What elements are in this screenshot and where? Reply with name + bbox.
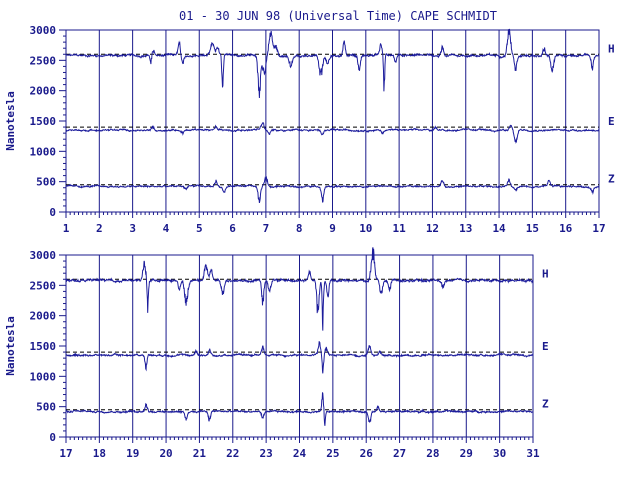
x-tick-label: 22 (226, 447, 239, 460)
x-tick-label: 18 (93, 447, 106, 460)
x-tick-label: 19 (126, 447, 139, 460)
x-tick-label: 4 (163, 222, 170, 235)
x-tick-label: 26 (360, 447, 374, 460)
y-tick-label: 1500 (30, 115, 57, 128)
x-tick-label: 3 (129, 222, 136, 235)
x-tick-label: 17 (59, 447, 72, 460)
series-label-h: H (542, 267, 549, 280)
y-tick-label: 3000 (30, 249, 57, 262)
x-tick-label: 21 (193, 447, 207, 460)
y-axis-label: Nanotesla (4, 91, 17, 151)
series-label-z: Z (608, 173, 615, 186)
trace-e (65, 122, 600, 144)
chart-title: 01 - 30 JUN 98 (Universal Time) CAPE SCH… (179, 9, 497, 23)
y-tick-label: 1500 (30, 340, 57, 353)
y-tick-label: 2500 (30, 279, 57, 292)
y-tick-label: 2500 (30, 54, 57, 67)
x-tick-label: 2 (96, 222, 103, 235)
x-tick-label: 29 (460, 447, 473, 460)
x-tick-label: 9 (329, 222, 336, 235)
y-tick-label: 1000 (30, 370, 57, 383)
x-tick-label: 11 (393, 222, 407, 235)
trace-h (65, 247, 534, 331)
trace-z (65, 392, 533, 426)
x-tick-label: 20 (159, 447, 172, 460)
x-tick-label: 23 (260, 447, 273, 460)
x-tick-label: 8 (296, 222, 303, 235)
y-tick-label: 2000 (30, 310, 57, 323)
y-tick-label: 500 (36, 176, 56, 189)
y-tick-label: 500 (36, 401, 56, 414)
x-tick-label: 25 (326, 447, 339, 460)
x-tick-label: 1 (63, 222, 70, 235)
x-tick-label: 5 (196, 222, 203, 235)
y-tick-label: 1000 (30, 145, 57, 158)
trace-e (65, 341, 534, 374)
y-tick-label: 2000 (30, 85, 57, 98)
y-tick-label: 0 (49, 431, 56, 444)
series-label-e: E (542, 340, 549, 353)
y-axis-label: Nanotesla (4, 316, 17, 376)
x-tick-label: 31 (526, 447, 540, 460)
x-tick-label: 12 (426, 222, 439, 235)
x-tick-label: 17 (592, 222, 605, 235)
y-tick-label: 3000 (30, 24, 57, 37)
series-label-z: Z (542, 398, 549, 411)
trace-h (65, 28, 600, 99)
x-tick-label: 6 (229, 222, 236, 235)
x-tick-label: 7 (263, 222, 270, 235)
x-tick-label: 30 (493, 447, 506, 460)
x-tick-label: 14 (492, 222, 506, 235)
x-tick-label: 10 (359, 222, 372, 235)
series-label-e: E (608, 115, 615, 128)
x-tick-label: 27 (393, 447, 406, 460)
y-tick-label: 0 (49, 206, 56, 219)
panel-bottom: 17 18 19 20 21 22 23 24 25 26 27 28 29 30 31 0 500 1000 15… (4, 247, 549, 460)
x-tick-label: 13 (459, 222, 472, 235)
series-label-h: H (608, 42, 615, 55)
x-tick-label: 16 (559, 222, 573, 235)
x-tick-label: 28 (426, 447, 439, 460)
x-tick-label: 24 (293, 447, 307, 460)
trace-z (65, 176, 600, 204)
chart-panels: 1 2 3 4 5 6 7 8 9 10 11 12 13 14 15 16 17050010001500200… (4, 24, 615, 460)
panel-top: 1 2 3 4 5 6 7 8 9 10 11 12 13 14 15 16 17050010001500200… (4, 24, 615, 235)
x-tick-label: 15 (526, 222, 539, 235)
